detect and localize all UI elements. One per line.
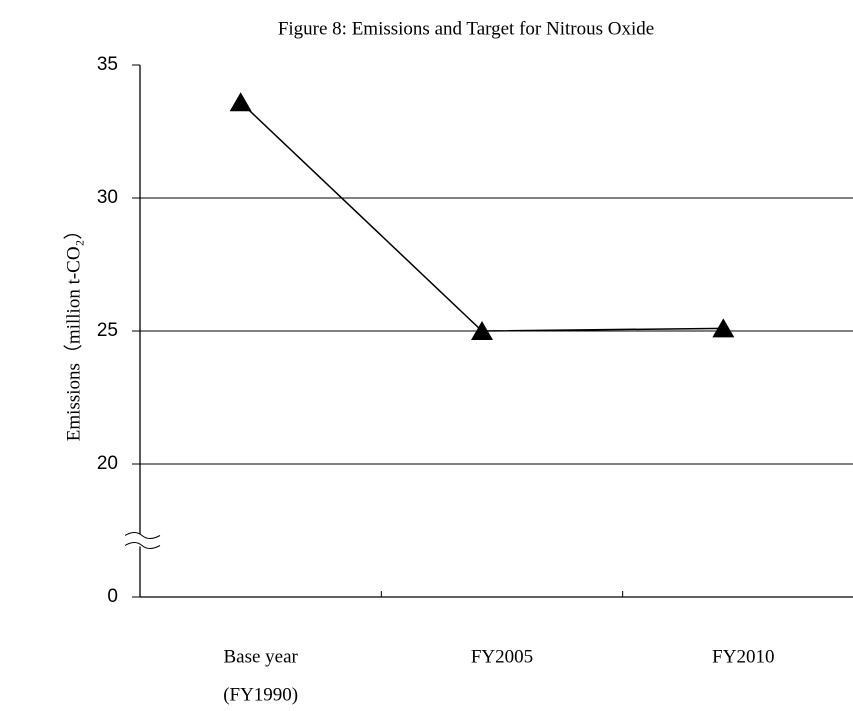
- marker: [712, 318, 735, 338]
- x-tick-label: FY2010: [712, 646, 774, 667]
- y-tick-label: 20: [97, 453, 118, 474]
- axis-break: [124, 542, 161, 549]
- marker: [471, 321, 493, 340]
- line: [240, 101, 724, 332]
- y-tick-label: 25: [97, 320, 118, 341]
- marker: [229, 92, 252, 112]
- axis-break-gap: [136, 534, 144, 547]
- axis-break: [124, 532, 161, 539]
- y-tick-label: 35: [97, 54, 118, 75]
- y-axis-label: Emissions（million t-CO₂）: [62, 221, 84, 441]
- x-tick-label: Base year: [223, 646, 298, 667]
- x-tick-label: (FY1990): [223, 684, 298, 705]
- y-tick-label: 30: [97, 187, 118, 208]
- chart-title: Figure 8: Emissions and Target for Nitro…: [278, 18, 654, 39]
- x-tick-label: FY2005: [471, 646, 533, 667]
- y-tick-label: 0: [107, 586, 118, 607]
